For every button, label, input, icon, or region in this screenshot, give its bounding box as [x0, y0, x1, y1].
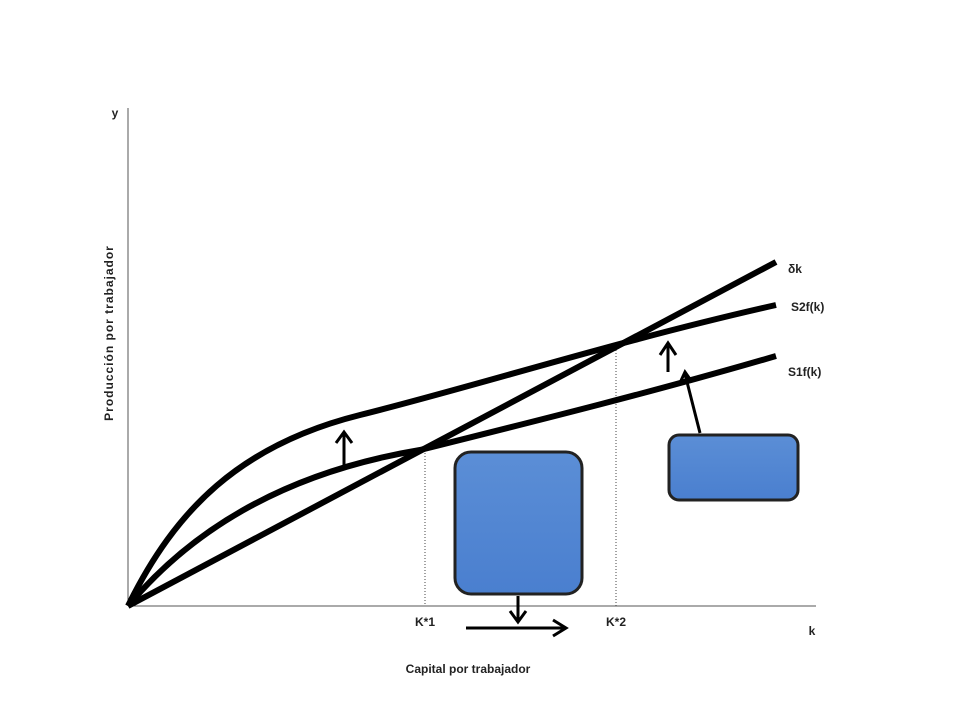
y-label: y [112, 106, 119, 120]
arrows [334, 340, 702, 638]
x-label: k [809, 624, 816, 638]
curve-label: S2f(k) [791, 300, 824, 314]
curve-label: S1f(k) [788, 365, 821, 379]
steady-state-label: K*2 [606, 615, 626, 629]
savings-curve-2 [125, 302, 777, 608]
callout-box [667, 433, 800, 502]
y-title: Producción por trabajador [102, 245, 116, 421]
savings-curve-1 [125, 353, 777, 608]
steady-state-label: K*1 [415, 615, 435, 629]
callout-box [453, 450, 584, 596]
x-title: Capital por trabajador [406, 662, 531, 676]
curve-label: δk [788, 262, 802, 276]
depreciation-line [126, 259, 778, 609]
